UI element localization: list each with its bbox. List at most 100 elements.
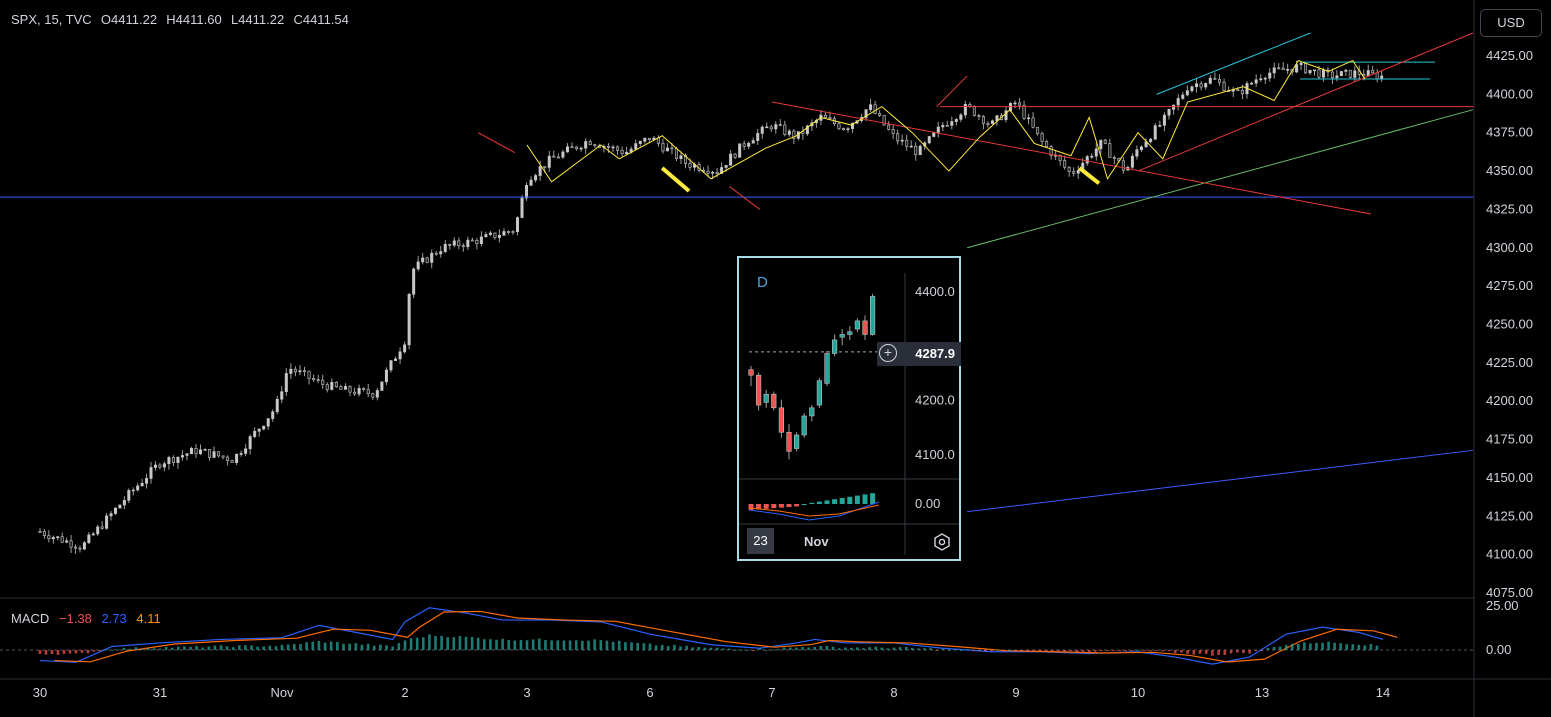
candle-body (909, 145, 913, 148)
candle-body (977, 115, 981, 117)
candle-body (212, 451, 216, 458)
macd-histogram-bar (177, 646, 180, 650)
inset-candle-body (832, 339, 838, 354)
candle-body (1162, 114, 1166, 126)
candle-body (959, 114, 963, 120)
macd-histogram-bar (1063, 650, 1067, 652)
macd-histogram-bar (734, 649, 737, 651)
candle-body (167, 457, 171, 465)
symbol-label[interactable]: SPX, 15, TVC (11, 12, 92, 27)
candle-body (325, 384, 329, 390)
macd-histogram-bar (525, 640, 529, 650)
currency-button[interactable]: USD (1480, 9, 1542, 37)
channel-red (771, 101, 1371, 215)
macd-histogram-bar (605, 640, 609, 650)
candle-body (547, 155, 551, 168)
candle-body (869, 104, 873, 110)
macd-histogram-bar (562, 640, 566, 650)
macd-histogram-bar (740, 649, 743, 651)
candle-body (1099, 139, 1103, 150)
candle-body (158, 464, 162, 468)
plus-circle-icon[interactable]: + (879, 344, 897, 362)
macd-histogram-bar (764, 649, 768, 651)
high-value: H4411.60 (166, 12, 222, 27)
inset-macd-bar (763, 504, 769, 509)
candle-body (284, 373, 288, 392)
zigzag-yellow (526, 59, 1366, 183)
candle-body (330, 382, 334, 390)
macd-histogram-bar (231, 647, 235, 650)
candle-body (733, 153, 737, 158)
daily-preview-inset[interactable]: D 4400.0 4200.0 4100.0 0.00 4287.9 + 23 Nov (737, 256, 961, 561)
candle-body (1190, 86, 1194, 92)
candle-body (82, 542, 86, 550)
macd-histogram-bar (244, 645, 247, 650)
macd-histogram-bar (256, 646, 259, 650)
macd-histogram-bar (225, 646, 229, 650)
candle-body (484, 234, 488, 238)
macd-histogram-bar (415, 637, 419, 650)
candle-body (670, 147, 674, 150)
candle-body (131, 489, 135, 492)
time-axis: 30 31 Nov 2 3 6 7 8 9 10 13 14 (33, 685, 1390, 700)
candle-body (1199, 83, 1203, 88)
macd-histogram-bar (268, 645, 272, 650)
candle-body (60, 536, 64, 543)
macd-histogram-bar (507, 639, 510, 650)
macd-histogram-bar (110, 649, 114, 651)
inset-signal-line (748, 504, 880, 517)
macd-histogram-bar (74, 650, 78, 654)
candle-body (230, 460, 234, 463)
candle-body (194, 448, 198, 454)
candle-body (176, 456, 180, 463)
inset-date-label-nov: Nov (804, 534, 829, 549)
candle-body (643, 137, 647, 142)
macd-histogram-bar (422, 637, 425, 650)
macd-histogram-bar (366, 643, 370, 650)
macd-histogram-bar (201, 647, 204, 650)
macd-histogram-bar (38, 650, 42, 654)
candle-body (1263, 77, 1267, 80)
candle-body (1112, 157, 1116, 159)
candle-body (506, 231, 510, 233)
macd-histogram-bar (1069, 650, 1073, 651)
macd-histogram-bar (630, 642, 633, 650)
price-axis: 4425.00 4400.00 4375.00 4350.00 4325.00 4300.… (1486, 48, 1533, 600)
macd-histogram-bar (336, 642, 339, 650)
inset-candle-body (786, 431, 792, 452)
price-tick-label: 4375.00 (1486, 125, 1533, 140)
candle-body (878, 113, 882, 116)
macd-histogram-bar (642, 643, 646, 650)
candle-body (851, 122, 855, 130)
candle-body (366, 389, 370, 395)
candle-body (1004, 110, 1008, 120)
candle-body (625, 151, 629, 155)
macd-histogram-bar (819, 645, 823, 650)
macd-histogram-bar (391, 646, 394, 650)
settings-hexagon-icon[interactable] (933, 533, 951, 551)
candle-body (226, 456, 230, 461)
macd-histogram-bar (654, 645, 658, 650)
candle-body (1090, 155, 1094, 158)
macd-histogram-bar (152, 648, 156, 650)
macd-histogram-bar (691, 647, 694, 650)
macd-histogram-bar (1020, 650, 1024, 651)
candle-body (1167, 109, 1171, 116)
macd-histogram-bar (1142, 650, 1146, 651)
candle-body (520, 197, 524, 218)
macd-label[interactable]: MACD (11, 611, 50, 626)
macd-histogram-bar (697, 646, 701, 650)
macd-histogram-bar (1136, 649, 1140, 651)
candle-body (1375, 72, 1379, 80)
candle-body (936, 126, 940, 133)
candle-series (38, 60, 1384, 554)
time-tick-label: 13 (1255, 685, 1269, 700)
time-tick-label: 14 (1376, 685, 1390, 700)
candle-body (511, 231, 515, 233)
candle-body (488, 232, 492, 235)
inset-macd-bar (809, 502, 815, 504)
macd-histogram-bar (1039, 650, 1042, 651)
macd-histogram-bar (146, 648, 150, 650)
candle-body (171, 457, 175, 463)
